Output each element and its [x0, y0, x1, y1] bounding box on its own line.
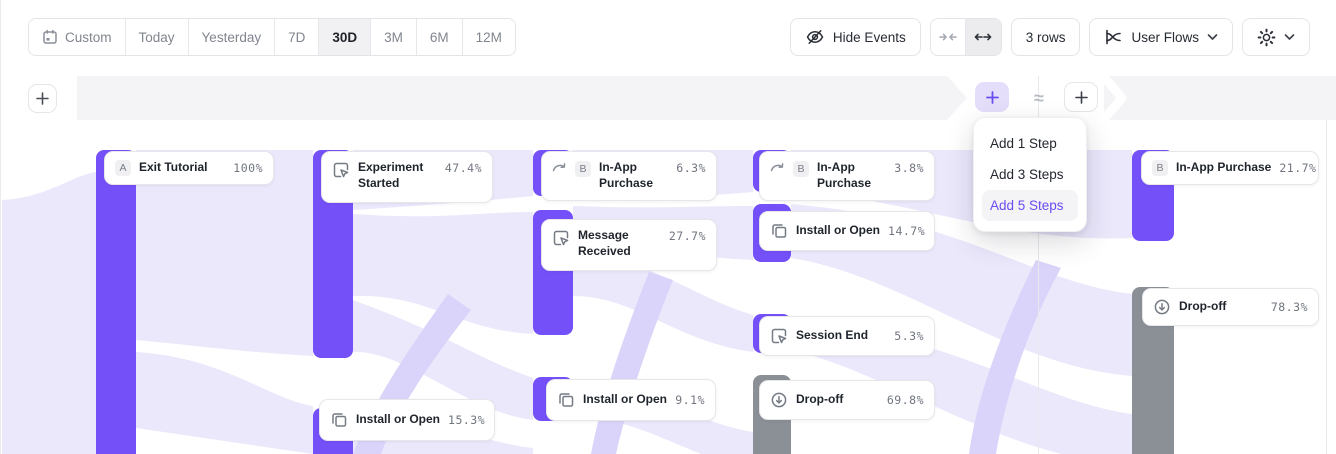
node-card-in-app-purchase-b[interactable]: B In-App Purchase 21.7%	[1141, 151, 1319, 185]
hide-events-button[interactable]: Hide Events	[789, 18, 921, 56]
copy-icon	[557, 391, 575, 409]
date-range-label: Custom	[65, 29, 112, 45]
add-steps-menu: Add 1 Step Add 3 Steps Add 5 Steps	[973, 117, 1087, 232]
collapse-expand-toggle	[929, 18, 1002, 56]
node-card-session-end[interactable]: Session End 5.3%	[759, 316, 935, 356]
calendar-icon	[43, 29, 57, 44]
node-card-drop-off[interactable]: Drop-off 69.8%	[759, 380, 935, 420]
dropoff-icon	[1153, 298, 1171, 316]
date-range-30d[interactable]: 30D	[319, 19, 372, 55]
rows-count-button[interactable]: 3 rows	[1010, 18, 1081, 56]
panel-right-edge	[1326, 76, 1327, 454]
gear-icon	[1257, 28, 1276, 46]
step-b-badge: B	[575, 161, 591, 177]
chart-flows-icon	[1106, 29, 1122, 45]
menu-item-add-1-step[interactable]: Add 1 Step	[990, 136, 1057, 151]
date-range-today[interactable]: Today	[125, 19, 189, 55]
date-range-3m[interactable]: 3M	[371, 19, 417, 55]
step-b-badge: B	[793, 161, 809, 177]
collapse-icon	[938, 33, 957, 41]
node-card-message-received[interactable]: Message Received 27.7%	[541, 219, 717, 271]
step-a-badge: A	[115, 160, 131, 176]
cursor-click-icon	[770, 327, 788, 345]
band-chevron-separator	[1100, 76, 1127, 120]
add-step-between-button-active[interactable]	[975, 82, 1009, 112]
node-card-exit-tutorial[interactable]: A Exit Tutorial 100%	[104, 151, 274, 185]
menu-item-add-5-steps[interactable]: Add 5 Steps	[982, 190, 1078, 221]
date-range-7d[interactable]: 7D	[275, 19, 320, 55]
plus-icon	[36, 92, 49, 105]
plus-icon	[1074, 90, 1088, 104]
node-card-in-app-purchase[interactable]: B In-App Purchase 3.8%	[759, 151, 935, 201]
jump-arrow-icon	[770, 161, 785, 174]
chevron-down-icon	[1284, 34, 1295, 40]
date-range-segmented-control: Custom Today Yesterday 7D 30D 3M 6M 12M	[28, 18, 516, 56]
date-range-custom[interactable]: Custom	[29, 19, 126, 55]
dropoff-icon	[770, 391, 788, 409]
flow-section-divider	[1038, 76, 1039, 454]
date-range-6m[interactable]: 6M	[416, 19, 463, 55]
chevron-down-icon	[1207, 34, 1218, 40]
flow-bar-exit-tutorial[interactable]	[96, 150, 136, 454]
cursor-click-icon	[332, 161, 350, 179]
node-card-experiment-started[interactable]: Experiment Started 47.4%	[321, 151, 493, 203]
top-toolbar: Custom Today Yesterday 7D 30D 3M 6M 12M …	[1, 0, 1336, 66]
node-card-drop-off-b[interactable]: Drop-off 78.3%	[1142, 288, 1319, 326]
cursor-click-icon	[552, 229, 570, 247]
view-type-dropdown[interactable]: User Flows	[1089, 18, 1233, 56]
node-card-install-or-open[interactable]: Install or Open 14.7%	[759, 211, 935, 251]
node-card-install-or-open[interactable]: Install or Open 9.1%	[546, 379, 716, 421]
approx-symbol: ≈	[1034, 87, 1044, 108]
add-step-before-b-button[interactable]	[1064, 82, 1098, 112]
expand-columns-button[interactable]	[965, 19, 1001, 55]
date-range-12m[interactable]: 12M	[462, 19, 515, 55]
date-range-yesterday[interactable]: Yesterday	[188, 19, 276, 55]
node-card-install-or-open[interactable]: Install or Open 15.3%	[319, 399, 495, 441]
toolbar-right-group: Hide Events 3 rows	[789, 18, 1310, 56]
expand-icon	[974, 33, 992, 41]
copy-icon	[770, 222, 788, 240]
menu-item-add-3-steps[interactable]: Add 3 Steps	[990, 167, 1064, 182]
add-step-start-button[interactable]	[28, 84, 57, 113]
jump-arrow-icon	[552, 161, 567, 174]
step-a-header-band	[77, 76, 967, 120]
copy-icon	[330, 411, 348, 429]
step-b-header-band	[1104, 76, 1336, 120]
collapse-columns-button[interactable]	[930, 19, 966, 55]
eye-off-icon	[806, 30, 824, 44]
plus-icon	[985, 90, 999, 104]
node-card-in-app-purchase[interactable]: B In-App Purchase 6.3%	[541, 151, 717, 201]
step-b-badge: B	[1152, 160, 1168, 176]
settings-dropdown[interactable]	[1242, 18, 1310, 56]
